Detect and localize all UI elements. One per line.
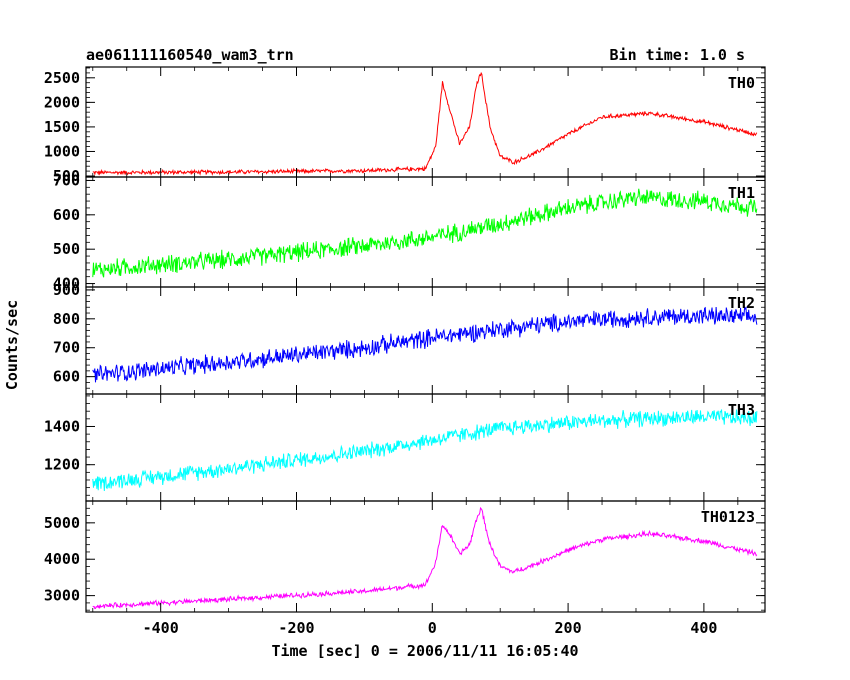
series-line-th3	[92, 409, 758, 491]
x-tick-label: -400	[143, 619, 179, 637]
panel-th2: 600 700 800 900 TH2	[53, 281, 766, 395]
y-tick-label: 800	[53, 310, 80, 328]
x-tick-label: -200	[278, 619, 314, 637]
x-tick-label: 400	[690, 619, 717, 637]
y-tick-label: 2000	[44, 93, 80, 111]
y-tick-label: 3000	[44, 587, 80, 605]
series-line-th2	[92, 306, 758, 383]
y-tick-label: 600	[53, 368, 80, 386]
series-label-th0: TH0	[728, 74, 755, 92]
y-tick-label: 4000	[44, 550, 80, 568]
y-tick-label: 700	[53, 339, 80, 357]
panel-th3: 1200 1400 TH3	[44, 393, 766, 502]
series-line-th1	[92, 188, 758, 278]
figure-title: ae061111160540_wam3_trn	[86, 46, 294, 64]
x-tick-label: 200	[555, 619, 582, 637]
panel-frame	[85, 500, 766, 613]
series-label-th0123: TH0123	[701, 508, 755, 526]
y-tick-label: 900	[53, 281, 80, 299]
y-tick-label: 1000	[44, 142, 80, 160]
y-tick-label: 1200	[44, 456, 80, 474]
y-tick-label: 500	[53, 240, 80, 258]
y-tick-label: 700	[53, 171, 80, 189]
y-tick-label: 5000	[44, 514, 80, 532]
panel-frame	[85, 66, 766, 178]
y-tick-label: 1400	[44, 417, 80, 435]
series-line-th0123	[92, 506, 758, 610]
y-tick-label: 600	[53, 206, 80, 224]
panel-frame	[85, 176, 766, 288]
x-tick-label: 0	[428, 619, 437, 637]
panel-frame	[85, 393, 766, 502]
y-tick-label: 2500	[44, 69, 80, 87]
panel-th0: 500 1000 1500 2000 2500 TH0	[44, 66, 766, 185]
series-label-th2: TH2	[728, 294, 755, 312]
y-axis-title: Counts/sec	[3, 300, 21, 390]
series-line-th0	[92, 71, 758, 176]
y-tick-label: 1500	[44, 118, 80, 136]
y-tick-label: 500	[53, 167, 80, 185]
panel-th1: 400 500 600 700 TH1	[53, 171, 766, 293]
y-tick-label: 400	[53, 275, 80, 293]
series-label-th1: TH1	[728, 184, 755, 202]
x-axis-title: Time [sec] 0 = 2006/11/11 16:05:40	[271, 642, 578, 660]
bin-time-label: Bin time: 1.0 s	[610, 46, 745, 64]
series-label-th3: TH3	[728, 401, 755, 419]
panel-th0123: 3000 4000 5000 TH0123	[44, 500, 766, 613]
